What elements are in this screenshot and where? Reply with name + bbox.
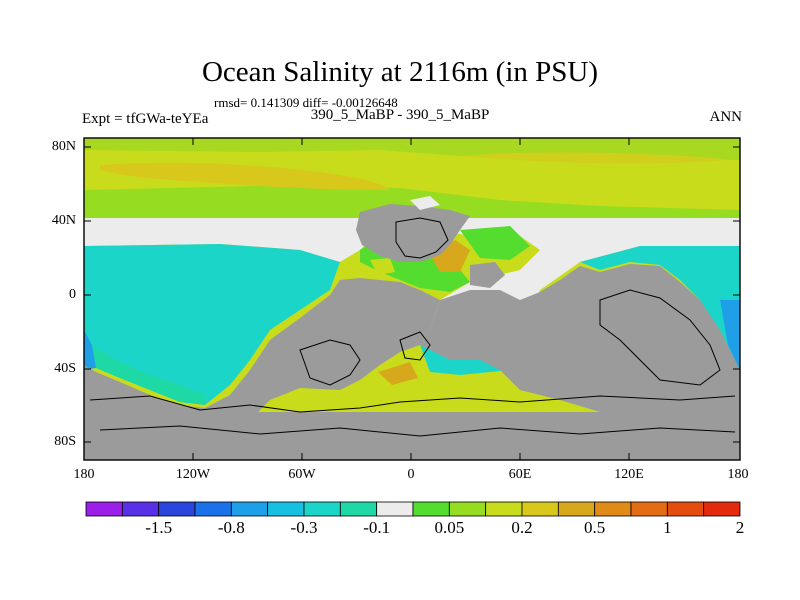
mediterranean-green-patch: [460, 226, 530, 260]
colorbar-label: -0.1: [363, 518, 391, 537]
coastline-east: [599, 289, 721, 386]
colorbar-label: 2: [735, 518, 745, 537]
colorbar-label: -0.8: [217, 518, 245, 537]
coastline-africa: [399, 331, 431, 361]
colorbar-box: [521, 501, 559, 517]
lat-label-80s: 80S: [54, 434, 76, 449]
colorbar-box: [376, 501, 414, 517]
lon-label-60e: 60E: [508, 467, 532, 482]
arctic-yellow-patch: [100, 162, 390, 190]
atlantic-orange-patch: [430, 240, 470, 272]
northern-continent: [356, 204, 470, 262]
lon-label-120e: 120E: [614, 467, 644, 482]
colorbar-box: [557, 501, 596, 517]
southern-pacific-band: [84, 340, 205, 405]
lon-label-180e: 180: [727, 467, 749, 482]
pacific-ocean: [84, 244, 340, 405]
lon-label-0: 0: [407, 467, 415, 482]
colorbar-box: [703, 501, 741, 517]
axis-ticks: [84, 138, 740, 460]
colorbar-box: [194, 501, 232, 517]
colorbar-box: [485, 501, 523, 517]
southern-landmass-east: [420, 264, 740, 412]
colorbar-box: [666, 501, 705, 517]
colorbar-box: [85, 501, 123, 517]
no-data-region: [84, 218, 740, 345]
north-ice-patch: [410, 196, 440, 210]
colorbar-box: [594, 501, 632, 517]
colorbar-label: -0.3: [290, 518, 318, 537]
antarctic-landmass: [84, 412, 740, 460]
lat-label-0: 0: [69, 287, 76, 302]
colorbar-label: 1: [663, 518, 672, 537]
south-orange-patch: [378, 362, 418, 385]
plot-title: Ocean Salinity at 2116m (in PSU): [201, 56, 599, 88]
colorbar-box: [303, 501, 341, 517]
rmsd-subtitle: rmsd= 0.141309 diff= -0.00126648: [214, 95, 398, 110]
small-island: [470, 262, 505, 288]
colorbar: [85, 501, 741, 517]
experiment-label: Expt = tfGWa-teYEa: [82, 111, 209, 127]
atlantic-yellow-patch: [370, 258, 395, 275]
colorbar-box: [448, 501, 487, 517]
pacific-blue-edge: [84, 330, 96, 370]
colorbar-label: 0.2: [511, 518, 533, 537]
indo-pacific-ocean: [580, 246, 740, 370]
colorbar-box: [412, 501, 450, 517]
colorbar-box: [339, 501, 378, 517]
coastline-south-america: [299, 339, 361, 386]
season-label: ANN: [709, 109, 743, 125]
coastline-antarctica: [89, 395, 736, 413]
colorbar-box: [230, 501, 269, 517]
coastline-antarctica-inner: [99, 425, 736, 437]
colorbar-box: [158, 501, 196, 517]
lat-label-40n: 40N: [51, 213, 76, 228]
coastline-north: [395, 217, 449, 259]
lon-label-120w: 120W: [175, 467, 211, 482]
comparison-label: 390_5_MaBP - 390_5_MaBP: [310, 107, 490, 123]
lon-label-180w: 180: [73, 467, 95, 482]
colorbar-box: [121, 501, 160, 517]
lat-label-40s: 40S: [54, 361, 76, 376]
colorbar-label: 0.05: [434, 518, 465, 537]
east-blue-edge: [720, 300, 740, 370]
lat-label-80n: 80N: [51, 139, 76, 154]
southern-landmass-west: [84, 278, 440, 438]
colorbar-box: [630, 501, 668, 517]
colorbar-box: [267, 501, 305, 517]
lon-label-60w: 60W: [288, 467, 316, 482]
colorbar-label: 0.5: [584, 518, 606, 537]
colorbar-label: -1.5: [145, 518, 173, 537]
arctic-yellow-patch-east: [460, 152, 730, 164]
map-frame: [83, 137, 741, 461]
